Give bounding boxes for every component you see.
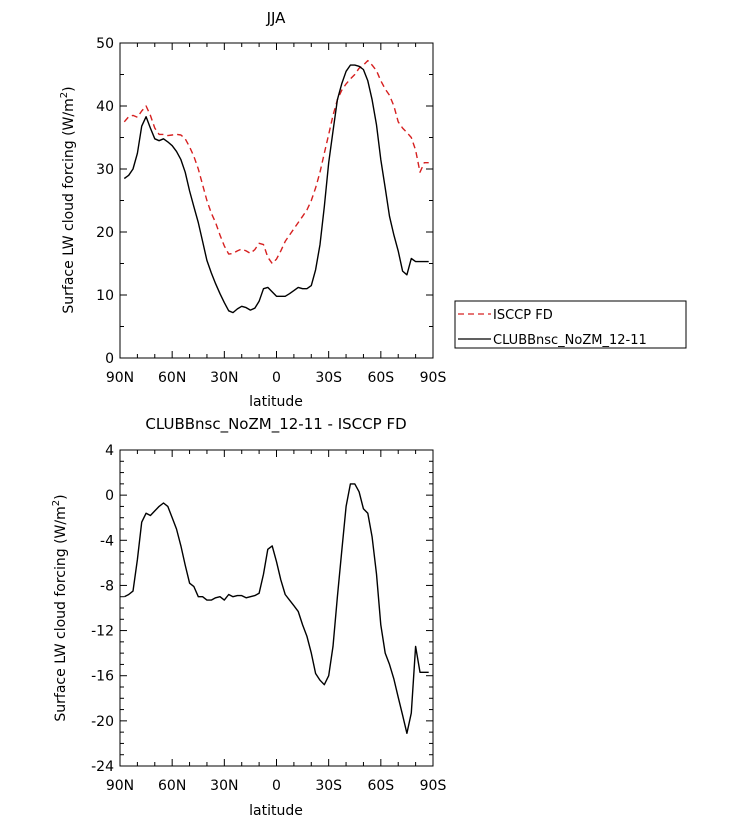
top-x-axis-label: latitude (249, 394, 303, 410)
top-x-tick-label: 60S (367, 370, 394, 386)
bottom-x-tick-label: 30N (210, 778, 238, 794)
top-chart: JJA 90N 60N 30N 0 30S 60S 90S 0 10 20 30 40 50 lati… (59, 9, 687, 410)
top-x-tick-labels: 90N 60N 30N 0 30S 60S 90S (106, 370, 447, 386)
bottom-chart: CLUBBnsc_NoZM_12-11 - ISCCP FD 90N 60N 30N… (51, 415, 446, 819)
top-ticks (119, 42, 434, 359)
bottom-y-tick-label: -20 (91, 714, 114, 730)
top-x-tick-label: 90N (106, 370, 134, 386)
top-y-tick-labels: 0 10 20 30 40 50 (96, 36, 114, 367)
bottom-y-tick-label: 4 (105, 443, 114, 459)
top-x-tick-label: 30S (315, 370, 342, 386)
top-y-tick-label: 30 (96, 162, 114, 178)
bottom-ticks (119, 449, 434, 767)
top-y-axis-label-end: ) (61, 86, 77, 91)
bottom-series-line-0 (123, 483, 429, 734)
top-y-tick-label: 50 (96, 36, 114, 52)
top-y-axis-label: Surface LW cloud forcing (W/m2) (59, 86, 77, 313)
bottom-y-tick-label: -16 (91, 669, 114, 685)
bottom-y-tick-label: -4 (100, 533, 114, 549)
top-y-axis-label-main: Surface LW cloud forcing (W/m (61, 98, 77, 313)
top-x-tick-label: 30N (210, 370, 238, 386)
bottom-y-tick-label: -8 (100, 578, 114, 594)
top-x-tick-label: 0 (272, 370, 281, 386)
top-series-layer (123, 59, 429, 314)
bottom-y-tick-label: -12 (91, 624, 114, 640)
bottom-y-tick-label: -24 (91, 759, 114, 775)
top-x-tick-label: 60N (158, 370, 186, 386)
top-y-tick-label: 40 (96, 99, 114, 115)
bottom-x-tick-label: 90S (420, 778, 447, 794)
bottom-series-layer (123, 483, 429, 734)
top-series-line-clubbnsc-nozm-12-11 (123, 64, 429, 314)
top-series-line-isccp-fd (123, 59, 429, 265)
bottom-y-tick-labels: -24 -20 -16 -12 -8 -4 0 4 (91, 443, 114, 775)
bottom-y-axis-label-end: ) (53, 494, 69, 499)
top-x-tick-label: 90S (420, 370, 447, 386)
bottom-chart-title: CLUBBnsc_NoZM_12-11 - ISCCP FD (145, 415, 406, 434)
top-y-tick-label: 0 (105, 351, 114, 367)
bottom-x-tick-labels: 90N 60N 30N 0 30S 60S 90S (106, 778, 447, 794)
bottom-plot-frame (119, 449, 434, 767)
bottom-x-tick-label: 60N (158, 778, 186, 794)
bottom-x-tick-label: 30S (315, 778, 342, 794)
bottom-x-tick-label: 90N (106, 778, 134, 794)
bottom-y-axis-label-main: Surface LW cloud forcing (W/m (53, 506, 69, 721)
legend-box (454, 300, 687, 349)
legend: ISCCP FD CLUBBnsc_NoZM_12-11 (454, 300, 687, 349)
bottom-x-tick-label: 0 (272, 778, 281, 794)
bottom-y-axis-label-sup: 2 (51, 500, 62, 506)
top-y-tick-label: 10 (96, 288, 114, 304)
top-chart-title: JJA (266, 9, 287, 27)
legend-label-isccp: ISCCP FD (493, 308, 553, 323)
legend-label-clubb: CLUBBnsc_NoZM_12-11 (493, 333, 647, 348)
bottom-y-tick-label: 0 (105, 488, 114, 504)
bottom-x-tick-label: 60S (367, 778, 394, 794)
top-y-tick-label: 20 (96, 225, 114, 241)
bottom-y-axis-label: Surface LW cloud forcing (W/m2) (51, 494, 69, 721)
top-y-axis-label-sup: 2 (59, 92, 70, 98)
bottom-x-axis-label: latitude (249, 803, 303, 819)
